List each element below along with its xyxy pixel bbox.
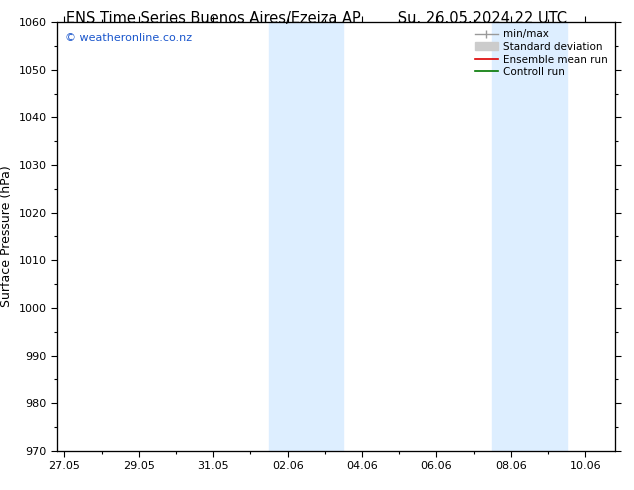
Legend: min/max, Standard deviation, Ensemble mean run, Controll run: min/max, Standard deviation, Ensemble me…	[473, 27, 610, 79]
Y-axis label: Surface Pressure (hPa): Surface Pressure (hPa)	[0, 166, 13, 307]
Text: ENS Time Series Buenos Aires/Ezeiza AP        Su. 26.05.2024 22 UTC: ENS Time Series Buenos Aires/Ezeiza AP S…	[67, 11, 567, 26]
Bar	[492, 22, 567, 451]
Text: © weatheronline.co.nz: © weatheronline.co.nz	[65, 33, 193, 43]
Bar	[269, 22, 344, 451]
